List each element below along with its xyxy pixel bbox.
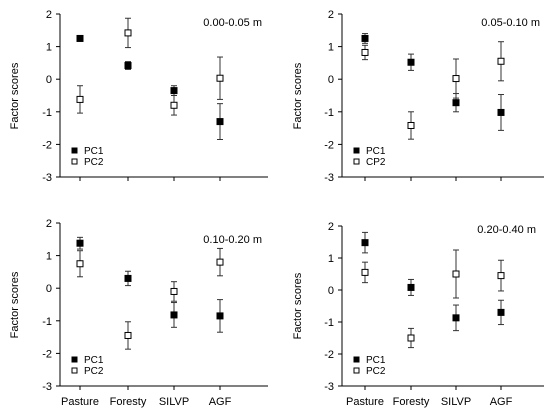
data-point-filled [452,314,460,322]
data-point-open [124,29,132,37]
y-axis-label: Factor scores [9,62,21,129]
chart-title: 0.20-0.40 m [477,224,536,236]
y-axis-label: Factor scores [292,62,304,129]
legend-marker [71,158,78,165]
chart-title: 0.05-0.10 m [481,17,540,29]
data-point-open [124,331,132,339]
data-point-filled [170,311,178,319]
y-tick-label: 0 [328,74,334,86]
data-point-filled [361,34,369,42]
legend-marker [353,367,360,374]
y-tick-label: 2 [46,9,52,21]
legend-label: PC1 [366,146,386,157]
y-tick-label: 2 [328,9,334,21]
data-point-open [407,121,415,129]
chart-title: 0.00-0.05 m [203,17,262,29]
y-axis-label: Factor scores [292,272,304,339]
y-tick-label: -1 [324,317,334,329]
chart-title: 0.10-0.20 m [203,234,262,246]
y-tick-label: 1 [46,251,52,263]
x-tick-label: AGF [209,396,232,408]
x-tick-label: AGF [490,396,513,408]
y-tick-label: 0 [46,74,52,86]
data-point-open [361,48,369,56]
y-tick-label: 2 [328,221,334,233]
legend-label: PC2 [84,157,104,168]
legend-marker [353,356,360,363]
y-tick-label: 2 [46,218,52,230]
x-tick-label: Pasture [346,396,384,408]
legend-marker [71,147,78,154]
x-tick-label: Foresty [110,396,147,408]
data-point-open [216,258,224,266]
data-point-open [216,74,224,82]
y-axis-label: Factor scores [9,271,21,338]
data-point-open [497,272,505,280]
data-point-open [76,95,84,103]
data-point-filled [452,99,460,107]
chart-panel-4: 2 1 0 -1 -2 -3 Pasture Foresty SILVP AGF Factor sc… [292,221,544,408]
y-tick-label: -1 [42,316,52,328]
legend-marker [353,147,360,154]
y-tick-label: 1 [328,42,334,54]
data-point-open [170,287,178,295]
y-tick-label: 0 [328,285,334,297]
legend-marker [71,356,78,363]
legend-label: PC2 [84,366,104,377]
x-tick-label: SILVP [441,396,471,408]
y-tick-label: -3 [42,172,52,184]
data-point-filled [407,283,415,291]
legend-label: PC1 [366,355,386,366]
x-tick-label: SILVP [159,396,189,408]
y-tick-label: 1 [328,253,334,265]
data-point-filled [361,239,369,247]
x-tick-label: Pasture [61,396,99,408]
data-point-open [452,75,460,83]
data-point-open [170,101,178,109]
data-point-filled [76,34,84,42]
data-point-filled [216,312,224,320]
y-tick-label: -2 [42,348,52,360]
y-tick-label: -1 [324,107,334,119]
y-tick-label: 0 [46,283,52,295]
y-tick-label: -2 [324,349,334,361]
data-point-open [407,334,415,342]
y-tick-label: -3 [42,381,52,393]
y-tick-label: -3 [324,381,334,393]
legend-marker [353,158,360,165]
data-point-filled [124,62,132,70]
data-point-open [76,260,84,268]
legend-label: PC1 [84,355,104,366]
legend-label: CP2 [366,157,386,168]
data-point-filled [497,108,505,116]
legend-marker [71,367,78,374]
data-point-filled [124,274,132,282]
legend-label: PC1 [84,146,104,157]
data-point-filled [407,58,415,66]
chart-panel-3: 2 1 0 -1 -2 -3 Pasture Foresty SILVP AGF Factor sc… [9,218,268,408]
data-point-filled [170,87,178,95]
data-point-filled [497,308,505,316]
y-tick-label: -3 [324,172,334,184]
data-point-open [452,270,460,278]
data-point-filled [216,118,224,126]
y-tick-label: -2 [42,139,52,151]
data-point-filled [76,239,84,247]
data-point-open [497,57,505,65]
legend-label: PC2 [366,366,386,377]
y-tick-label: -2 [324,139,334,151]
y-tick-label: -1 [42,107,52,119]
y-tick-label: 1 [46,42,52,54]
data-point-open [361,268,369,276]
x-tick-label: Foresty [393,396,430,408]
